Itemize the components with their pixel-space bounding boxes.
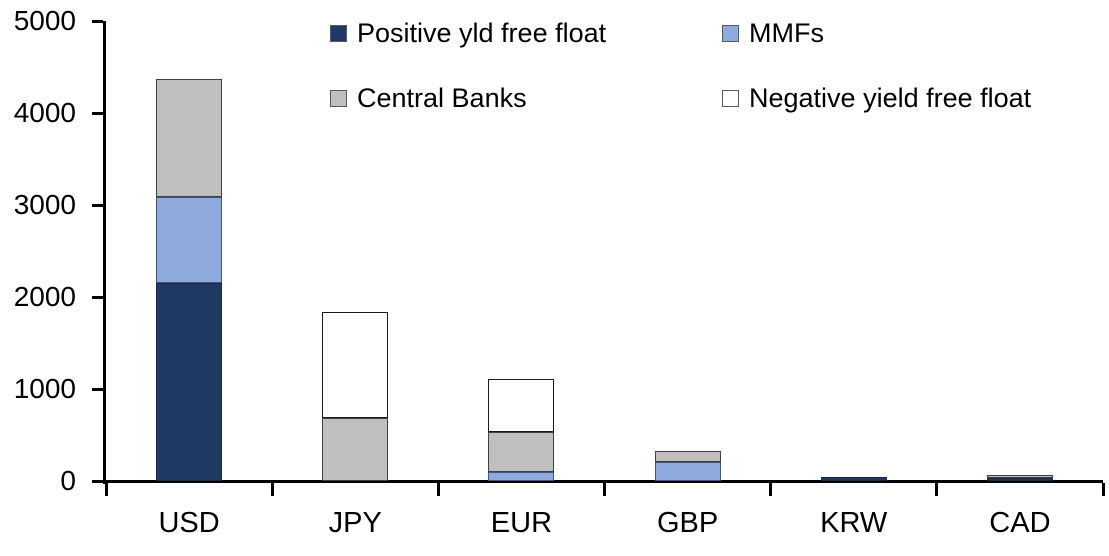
bar-segment-KRW-positive-yld-free-float: [820, 477, 887, 481]
x-axis-category-label: JPY: [328, 507, 382, 539]
x-axis-line: [103, 480, 1103, 483]
legend-label: Negative yield free float: [749, 83, 1032, 113]
bar-KRW: [820, 477, 887, 481]
x-axis-tick: [1101, 483, 1105, 496]
bar-segment-CAD-positive-yld-free-float: [986, 478, 1053, 481]
y-axis-tick-label: 3000: [13, 189, 76, 220]
y-axis-tick-label: 4000: [13, 97, 76, 128]
legend-swatch-icon: [722, 89, 739, 107]
bar-segment-GBP-central-banks: [654, 450, 721, 462]
x-axis-category-label: USD: [158, 507, 220, 539]
x-axis-category-label: EUR: [490, 507, 553, 539]
legend-swatch-icon: [722, 24, 739, 42]
x-axis-category-label: CAD: [989, 507, 1051, 539]
y-axis-tick: [92, 295, 103, 299]
x-axis-tick: [104, 483, 108, 496]
bar-USD: [156, 78, 223, 481]
legend-swatch-icon: [330, 24, 347, 42]
y-axis-line: [103, 21, 106, 484]
y-axis-tick-label: 0: [60, 465, 76, 496]
bar-segment-USD-positive-yld-free-float: [156, 283, 223, 481]
legend-label: Central Banks: [357, 83, 527, 113]
bar-segment-JPY-central-banks: [322, 417, 389, 481]
bar-segment-USD-mmfs: [156, 196, 223, 284]
y-axis-tick-label: 5000: [13, 5, 76, 36]
bar-segment-CAD-central-banks: [986, 475, 1053, 479]
y-axis-tick: [92, 387, 103, 391]
y-axis-tick: [92, 19, 103, 23]
legend-label: MMFs: [749, 18, 824, 48]
legend-swatch-icon: [330, 89, 347, 107]
legend-item-central-banks: Central Banks: [330, 83, 527, 113]
y-axis-tick: [92, 479, 103, 483]
bar-segment-EUR-mmfs: [488, 471, 555, 481]
legend-item-positive-yld-free-float: Positive yld free float: [330, 18, 607, 48]
y-axis-tick: [92, 111, 103, 115]
bar-segment-EUR-negative-yield-free-float: [488, 378, 555, 433]
x-axis-tick: [935, 483, 939, 496]
x-axis-category-label: GBP: [656, 507, 719, 539]
y-axis-tick: [92, 203, 103, 207]
bar-segment-GBP-mmfs: [654, 461, 721, 481]
x-axis-tick: [769, 483, 773, 496]
bar-segment-EUR-central-banks: [488, 432, 555, 472]
bar-CAD: [986, 475, 1053, 481]
legend-label: Positive yld free float: [357, 18, 607, 48]
x-axis-tick: [270, 483, 274, 496]
legend-item-negative-yield-free-float: Negative yield free float: [722, 83, 1032, 113]
y-axis-tick-label: 1000: [13, 373, 76, 404]
bar-segment-USD-central-banks: [156, 78, 223, 197]
x-axis-tick: [436, 483, 440, 496]
bar-GBP: [654, 450, 721, 481]
y-axis-tick-label: 2000: [13, 281, 76, 312]
bar-EUR: [488, 378, 555, 481]
x-axis-tick: [603, 483, 606, 496]
legend-item-mmfs: MMFs: [722, 18, 824, 48]
x-axis-category-label: KRW: [820, 507, 888, 539]
bar-segment-JPY-negative-yield-free-float: [322, 311, 389, 418]
bar-JPY: [322, 311, 389, 481]
